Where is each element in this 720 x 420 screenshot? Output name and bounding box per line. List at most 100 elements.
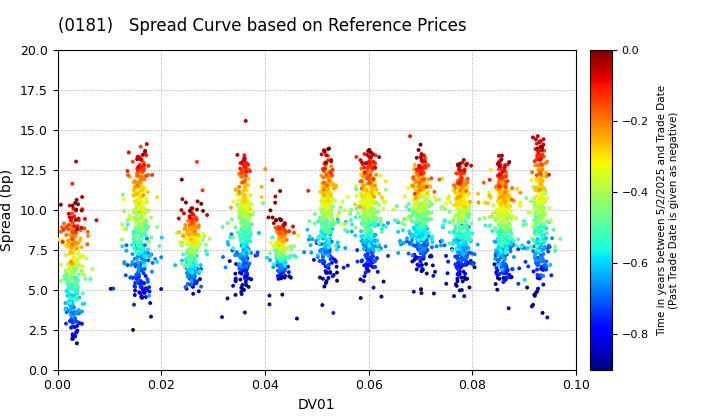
Point xyxy=(63,283,75,290)
Point xyxy=(318,231,330,237)
Point xyxy=(495,213,507,220)
Point xyxy=(64,231,76,238)
Point xyxy=(272,226,284,233)
Point xyxy=(413,172,424,178)
Point xyxy=(324,270,336,276)
Point xyxy=(371,210,382,216)
Point xyxy=(320,206,331,213)
Point xyxy=(220,264,231,271)
Point xyxy=(420,182,431,189)
Point xyxy=(277,264,289,270)
Point xyxy=(534,238,545,245)
Point xyxy=(417,223,428,229)
Point xyxy=(454,246,465,253)
Point xyxy=(416,177,428,184)
Point xyxy=(64,318,76,324)
Point xyxy=(331,242,343,249)
Point xyxy=(328,222,339,228)
Point xyxy=(140,226,151,233)
Point xyxy=(320,228,331,235)
Point xyxy=(538,246,549,253)
Point xyxy=(472,241,483,248)
Point xyxy=(414,201,426,208)
Point xyxy=(239,199,251,206)
Point xyxy=(446,246,458,252)
Point xyxy=(132,196,144,203)
Point xyxy=(139,250,150,257)
Point xyxy=(494,172,505,179)
Point xyxy=(359,151,370,158)
Point xyxy=(68,254,80,261)
Point xyxy=(317,207,328,214)
Point xyxy=(412,239,423,245)
Point xyxy=(535,171,546,177)
Point xyxy=(356,233,367,240)
Point xyxy=(418,186,430,192)
Point xyxy=(274,245,286,252)
Point xyxy=(441,281,452,287)
Point xyxy=(143,163,154,169)
Point xyxy=(501,217,513,223)
Point xyxy=(180,256,192,262)
Point xyxy=(237,231,248,237)
Point xyxy=(497,253,508,260)
Point xyxy=(431,243,442,250)
Y-axis label: Time in years between 5/2/2025 and Trade Date
(Past Trade Date is given as negat: Time in years between 5/2/2025 and Trade… xyxy=(657,84,679,336)
Point xyxy=(382,252,394,259)
Point xyxy=(414,230,426,237)
Point xyxy=(184,249,196,256)
Point xyxy=(190,278,202,285)
Point xyxy=(327,255,338,262)
Point xyxy=(67,304,78,311)
Point xyxy=(55,262,67,268)
Point xyxy=(137,220,148,227)
Point xyxy=(263,214,274,221)
Point xyxy=(63,284,75,291)
Point xyxy=(237,257,248,263)
Point xyxy=(501,219,513,226)
Point xyxy=(132,165,143,172)
Point xyxy=(128,231,140,237)
Point xyxy=(496,173,508,179)
Point xyxy=(317,166,328,173)
Point xyxy=(130,217,142,224)
Point xyxy=(444,208,456,215)
Point xyxy=(419,219,431,226)
Point xyxy=(463,229,474,236)
Point xyxy=(331,269,343,276)
Point xyxy=(457,234,469,240)
Point xyxy=(499,234,510,241)
Point xyxy=(321,207,333,213)
Point xyxy=(185,262,197,269)
Point xyxy=(501,216,513,223)
Point xyxy=(368,206,379,213)
Point xyxy=(63,226,74,233)
Point xyxy=(454,177,466,184)
Point xyxy=(271,252,282,258)
Point xyxy=(419,176,431,182)
Point xyxy=(182,218,194,224)
Point xyxy=(420,223,432,230)
Point xyxy=(135,162,147,169)
Point xyxy=(454,160,466,167)
Point xyxy=(68,223,80,229)
Point xyxy=(487,213,498,220)
Point xyxy=(538,232,549,239)
Point xyxy=(64,275,76,282)
Point xyxy=(392,228,404,235)
Point xyxy=(413,212,425,219)
Point xyxy=(501,241,513,248)
Point xyxy=(361,227,372,234)
Point xyxy=(276,255,288,262)
Point xyxy=(370,189,382,195)
Point xyxy=(426,235,438,242)
Point xyxy=(238,250,249,257)
Point xyxy=(492,210,504,217)
Point xyxy=(502,227,513,234)
Point xyxy=(495,195,506,202)
Point xyxy=(274,246,286,253)
Point xyxy=(131,181,143,188)
Point xyxy=(505,196,517,203)
Point xyxy=(500,262,512,269)
Point xyxy=(416,208,428,215)
